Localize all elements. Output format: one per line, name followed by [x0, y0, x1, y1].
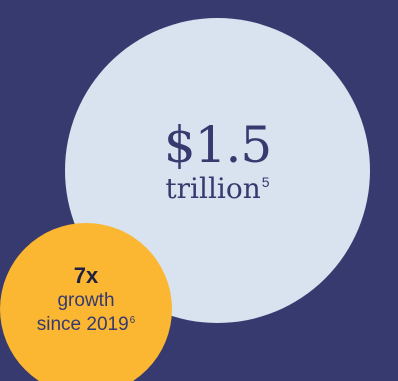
primary-stat-unit: trillion	[165, 171, 261, 205]
secondary-stat-circle	[0, 223, 172, 381]
primary-stat-value: $1.5	[163, 115, 272, 174]
primary-stat: $1.5 trillion5	[65, 18, 370, 323]
primary-stat-unit-line: trillion5	[165, 171, 270, 205]
primary-stat-footnote: 5	[261, 174, 270, 191]
secondary-stat-line1: growth	[57, 290, 115, 311]
secondary-stat-line2: since 2019	[36, 314, 129, 335]
secondary-stat-value: 7x	[73, 263, 99, 288]
secondary-stat: 7x growth since 20196	[0, 223, 172, 373]
secondary-stat-footnote: 6	[129, 314, 136, 326]
secondary-stat-line2-wrap: since 20196	[37, 313, 135, 337]
